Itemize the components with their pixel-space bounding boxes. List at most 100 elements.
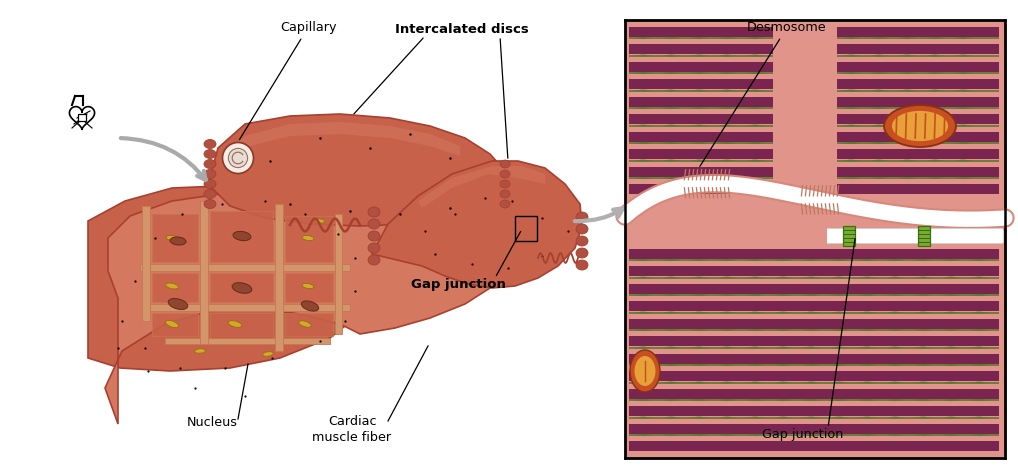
Polygon shape [745,364,765,366]
Bar [837,132,999,141]
Bar [629,401,999,407]
Polygon shape [841,177,861,179]
Bar [629,329,999,331]
Ellipse shape [204,169,216,178]
Polygon shape [662,259,681,261]
Polygon shape [418,166,545,208]
Polygon shape [152,214,197,262]
Polygon shape [718,259,737,261]
Polygon shape [662,416,681,418]
Polygon shape [969,259,988,261]
Bar [629,125,773,127]
Polygon shape [210,273,273,302]
Ellipse shape [301,301,319,311]
Bar [78,114,86,121]
Bar [629,89,773,91]
Ellipse shape [166,283,178,289]
Bar [629,72,773,74]
Polygon shape [633,364,653,366]
Bar [629,179,773,184]
Polygon shape [869,125,889,127]
Polygon shape [857,311,876,314]
Polygon shape [830,434,849,436]
Bar [629,436,999,441]
Bar [837,55,999,57]
Polygon shape [208,114,505,226]
Polygon shape [69,107,95,129]
Polygon shape [150,304,350,311]
Polygon shape [689,311,709,314]
Polygon shape [689,382,709,384]
Bar [629,366,999,371]
Bar [629,354,999,364]
Polygon shape [886,347,905,348]
Polygon shape [774,311,793,314]
Ellipse shape [500,160,510,168]
Polygon shape [142,206,150,321]
Polygon shape [913,434,932,436]
Polygon shape [689,259,709,261]
Polygon shape [718,37,737,39]
Ellipse shape [165,320,178,327]
Bar [629,55,773,57]
Ellipse shape [204,149,216,159]
Bar [629,109,773,114]
Polygon shape [869,55,889,57]
Polygon shape [633,416,653,418]
Polygon shape [886,399,905,401]
Polygon shape [745,55,765,57]
Bar [629,249,999,258]
Bar [629,424,999,434]
Polygon shape [830,364,849,366]
Bar [837,74,999,79]
Polygon shape [633,277,653,278]
Ellipse shape [204,189,216,198]
Ellipse shape [263,352,274,357]
Bar [837,144,999,149]
Polygon shape [801,416,821,418]
Ellipse shape [884,105,956,147]
Polygon shape [969,382,988,384]
Polygon shape [942,434,961,436]
Polygon shape [969,434,988,436]
Polygon shape [830,259,849,261]
Polygon shape [897,89,917,91]
Polygon shape [801,364,821,366]
Polygon shape [662,399,681,401]
Bar [629,132,773,141]
Polygon shape [633,125,653,127]
Bar [629,311,999,314]
Polygon shape [801,399,821,401]
Polygon shape [745,89,765,91]
Polygon shape [774,399,793,401]
Polygon shape [857,294,876,296]
Polygon shape [869,37,889,39]
Polygon shape [745,159,765,162]
Polygon shape [841,37,861,39]
Polygon shape [745,382,765,384]
Polygon shape [633,177,653,179]
Polygon shape [718,294,737,296]
Ellipse shape [204,159,216,169]
Polygon shape [662,89,681,91]
Polygon shape [718,159,737,162]
Polygon shape [774,347,793,348]
Polygon shape [745,142,765,144]
Bar [629,314,999,319]
Bar [629,142,773,144]
Bar [837,125,999,127]
Polygon shape [830,294,849,296]
Polygon shape [745,416,765,418]
Bar [629,348,999,354]
Polygon shape [897,37,917,39]
Bar [837,57,999,62]
Polygon shape [633,89,653,91]
Polygon shape [689,347,709,348]
Bar [629,407,999,416]
Bar [629,167,773,177]
Ellipse shape [634,356,656,386]
Bar [629,337,999,346]
Bar [629,37,773,39]
Bar [629,159,773,162]
Polygon shape [662,329,681,331]
